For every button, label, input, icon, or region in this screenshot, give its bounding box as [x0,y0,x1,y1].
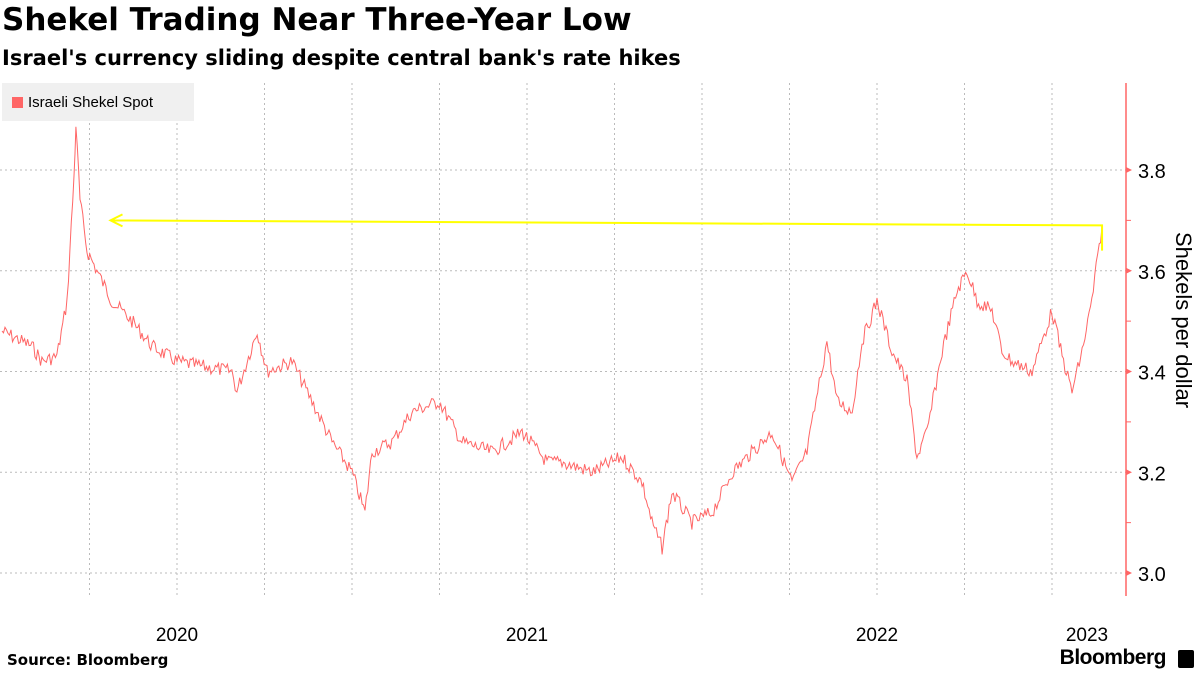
series-line-israeli-shekel-spot [1,126,1103,555]
source-note: Source: Bloomberg [7,651,169,669]
y-tick-mark [1126,167,1132,173]
y-tick-label: 3.0 [1138,564,1166,586]
chart-title: Shekel Trading Near Three-Year Low [2,2,632,38]
y-tick-label: 3.8 [1138,161,1166,183]
y-tick-label: 3.2 [1138,463,1166,485]
brand-logo: Bloomberg [1059,646,1167,669]
annotation-arrow [108,213,1104,251]
y-tick-mark [1126,267,1132,274]
y-axis-label: Shekels per dollar [1171,232,1196,408]
y-tick-mark [1126,368,1132,375]
legend-label: Israeli Shekel Spot [28,93,154,111]
x-tick-label: 2023 [1066,625,1108,646]
y-tick-label: 3.4 [1138,363,1166,385]
bloomberg-icon [1178,650,1194,668]
x-tick-label: 2022 [856,625,898,646]
y-tick-mark [1126,570,1132,576]
y-tick-mark [1126,469,1132,476]
legend-swatch [12,96,23,108]
x-tick-label: 2021 [506,625,548,646]
x-tick-label: 2020 [156,625,198,646]
y-tick-label: 3.6 [1138,262,1166,284]
chart-subtitle: Israel's currency sliding despite centra… [2,46,681,70]
legend: Israeli Shekel Spot [2,83,194,121]
